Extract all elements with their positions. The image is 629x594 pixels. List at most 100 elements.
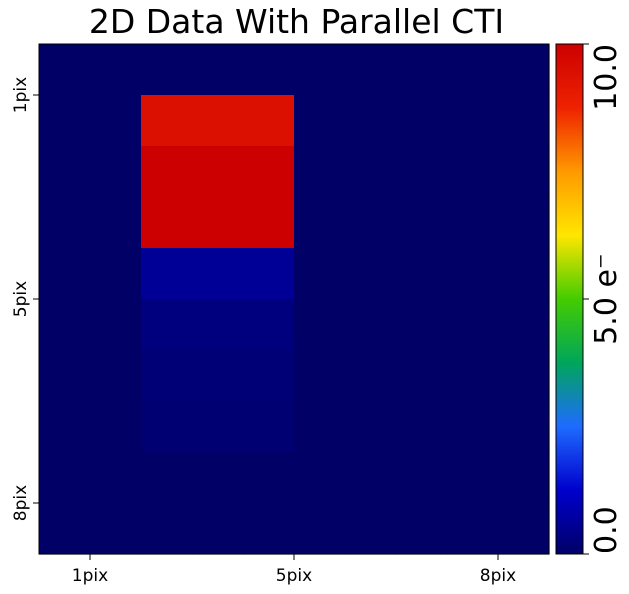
heatmap-cell — [39, 44, 91, 96]
heatmap-cell — [396, 248, 448, 300]
heatmap-cell — [294, 452, 346, 504]
heatmap-cell — [345, 197, 397, 249]
heatmap-cell — [243, 248, 295, 300]
heatmap-cell — [39, 452, 91, 504]
heatmap-cell — [141, 146, 193, 198]
colorbar-gradient — [555, 43, 584, 555]
y-tick-label: 1pix — [11, 77, 31, 113]
heatmap-cell — [396, 299, 448, 351]
heatmap-cell — [90, 299, 142, 351]
y-tick-label: 5pix — [11, 281, 31, 317]
x-tick-label: 5pix — [276, 566, 312, 586]
heatmap-cell — [345, 146, 397, 198]
heatmap-cell — [396, 44, 448, 96]
heatmap-cell — [396, 350, 448, 402]
heatmap-cell — [396, 503, 448, 555]
heatmap-cell — [141, 248, 193, 300]
heatmap-cell — [192, 350, 244, 402]
heatmap-cell — [192, 248, 244, 300]
heatmap-cell — [294, 401, 346, 453]
x-axis: 1pix 5pix 8pix — [72, 554, 516, 586]
heatmap-cell — [447, 503, 499, 555]
heatmap-cell — [294, 197, 346, 249]
heatmap-cell — [243, 95, 295, 147]
heatmap-cell — [39, 503, 91, 555]
heatmap-cell — [447, 350, 499, 402]
heatmap-cell — [39, 299, 91, 351]
heatmap-cell — [498, 503, 550, 555]
y-tick-label: 8pix — [11, 485, 31, 521]
heatmap-cell — [396, 401, 448, 453]
heatmap-cell — [243, 197, 295, 249]
heatmap-cell — [345, 401, 397, 453]
heatmap-cell — [192, 452, 244, 504]
heatmap-cell — [345, 452, 397, 504]
heatmap-cell — [447, 146, 499, 198]
heatmap-cell — [396, 197, 448, 249]
heatmap-cell — [39, 146, 91, 198]
heatmap-cell — [396, 146, 448, 198]
heatmap-cell — [243, 44, 295, 96]
heatmap-cell — [39, 350, 91, 402]
heatmap-cell — [141, 197, 193, 249]
heatmap-cell — [294, 299, 346, 351]
heatmap-cell — [192, 401, 244, 453]
heatmap-cell — [192, 503, 244, 555]
heatmap-cell — [294, 503, 346, 555]
heatmap-cell — [141, 350, 193, 402]
heatmap-cell — [243, 503, 295, 555]
heatmap-cell — [447, 44, 499, 96]
heatmap-cell — [345, 248, 397, 300]
heatmap-cell — [447, 299, 499, 351]
heatmap-cell — [498, 452, 550, 504]
heatmap-cell — [141, 503, 193, 555]
heatmap-cell — [243, 146, 295, 198]
heatmap-cell — [90, 146, 142, 198]
heatmap-cell — [141, 44, 193, 96]
heatmap-cell — [192, 299, 244, 351]
heatmap-cell — [243, 350, 295, 402]
heatmap-cell — [345, 44, 397, 96]
colorbar: 0.0 5.0 e⁻ 10.0 — [555, 43, 624, 555]
heatmap-cell — [141, 299, 193, 351]
heatmap-cell — [345, 95, 397, 147]
x-tick-label: 8pix — [480, 566, 516, 586]
heatmap-cell — [90, 350, 142, 402]
heatmap-cell — [90, 401, 142, 453]
heatmap-cell — [447, 95, 499, 147]
colorbar-tick-label: 10.0 — [589, 44, 624, 111]
heatmap-cell — [498, 44, 550, 96]
heatmap-cell — [498, 95, 550, 147]
heatmap-cell — [192, 197, 244, 249]
x-tick-label: 1pix — [72, 566, 108, 586]
heatmap-cell — [90, 248, 142, 300]
heatmap-cell — [141, 95, 193, 147]
heatmap-cell — [294, 350, 346, 402]
heatmap-cell — [192, 44, 244, 96]
heatmap-cell — [447, 452, 499, 504]
heatmap-cell — [192, 146, 244, 198]
heatmap-cell — [498, 350, 550, 402]
heatmap-cell — [294, 146, 346, 198]
heatmap-cell — [90, 503, 142, 555]
heatmap-cell — [345, 299, 397, 351]
heatmap-cell — [498, 146, 550, 198]
heatmap-cell — [39, 401, 91, 453]
heatmap-cell — [243, 452, 295, 504]
heatmap-cell — [345, 350, 397, 402]
heatmap-cells — [39, 44, 550, 555]
heatmap-cell — [345, 503, 397, 555]
heatmap-cell — [498, 197, 550, 249]
heatmap-cell — [498, 248, 550, 300]
heatmap-cell — [39, 197, 91, 249]
heatmap-cell — [294, 248, 346, 300]
colorbar-tick-label: 5.0 e⁻ — [589, 253, 624, 345]
colorbar-tick-label: 0.0 — [589, 506, 624, 554]
heatmap-cell — [243, 401, 295, 453]
heatmap-cell — [447, 197, 499, 249]
heatmap-cell — [141, 452, 193, 504]
heatmap-cell — [498, 299, 550, 351]
heatmap-cell — [39, 248, 91, 300]
